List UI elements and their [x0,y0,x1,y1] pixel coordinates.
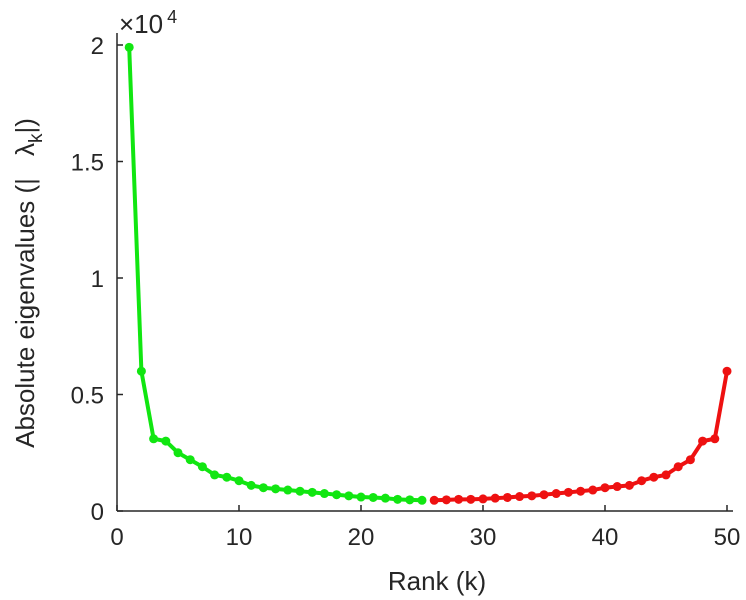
y-exponent: ×10 4 [119,7,177,39]
data-point-green [368,492,378,502]
data-point-red [722,366,732,376]
y-tick-label: 2 [91,33,104,60]
y-ticks: 0 0.5 1 1.5 2 [71,33,123,526]
x-axis-label: Rank (k) [388,566,486,596]
data-point-green [271,484,281,494]
plot-area: 0 10 20 30 40 50 0 0.5 1 1.5 2 [71,33,740,551]
data-point-red [490,493,500,503]
data-point-green [197,462,207,472]
y-axis-label-text: Absolute eigenvalues (| λk|) [10,118,47,448]
data-point-green [380,493,390,503]
data-point-red [600,483,610,493]
data-point-red [441,495,451,505]
data-point-green [210,470,220,480]
data-point-green [124,42,134,52]
data-point-red [637,476,647,486]
data-point-red [502,492,512,502]
data-point-red [454,494,464,504]
y-exponent-label: ×10 4 [119,7,177,39]
x-tick-label: 20 [348,524,375,551]
data-point-red [685,455,695,465]
data-point-red [588,485,598,495]
data-point-red [551,489,561,499]
y-axis-label: Absolute eigenvalues (| λk|) [10,118,47,448]
y-tick-label: 0 [91,499,104,526]
data-point-green [405,495,415,505]
y-axis-label-suffix: |) [10,118,40,133]
series-layer [124,42,732,505]
y-axis-label-prefix: Absolute eigenvalues (| [10,178,40,448]
data-point-red [624,480,634,490]
data-point-green [307,487,317,497]
y-tick-label: 1.5 [71,150,104,177]
data-point-red [515,492,525,502]
data-point-green [149,434,159,444]
data-point-green [417,495,427,505]
series-line-green [127,47,423,503]
data-point-green [332,490,342,500]
x-tick-label: 50 [714,524,741,551]
data-point-red [612,482,622,492]
data-point-green [185,455,195,465]
data-point-green [161,436,171,446]
data-point-green [344,491,354,501]
data-point-red [466,494,476,504]
data-point-red [661,470,671,480]
data-point-red [649,472,659,482]
data-point-green [258,483,268,493]
y-tick-label: 0.5 [71,383,104,410]
data-point-green [283,485,293,495]
x-ticks: 0 10 20 30 40 50 [110,505,740,551]
data-point-green [222,472,232,482]
y-axis-label-sub: k [26,133,47,143]
data-point-green [246,480,256,490]
data-point-red [429,495,439,505]
data-point-green [234,476,244,486]
data-point-red [673,462,683,472]
y-axis-label-lambda: λ [10,143,40,156]
data-point-red [710,434,720,444]
data-point-green [136,366,146,376]
x-tick-label: 30 [470,524,497,551]
y-tick-label: 1 [91,266,104,293]
data-point-red [527,491,537,501]
y-exponent-power: 4 [167,7,177,27]
data-point-green [356,492,366,502]
x-tick-label: 40 [592,524,619,551]
y-exponent-base: ×10 [119,9,163,39]
x-tick-label: 10 [226,524,253,551]
x-tick-label: 0 [110,524,123,551]
data-point-red [576,486,586,496]
data-point-red [563,487,573,497]
data-point-red [539,490,549,500]
data-point-red [698,436,708,446]
data-point-green [319,489,329,499]
data-point-red [478,494,488,504]
data-point-green [393,494,403,504]
series-line-red [434,370,729,503]
data-point-green [295,486,305,496]
data-point-green [173,448,183,458]
